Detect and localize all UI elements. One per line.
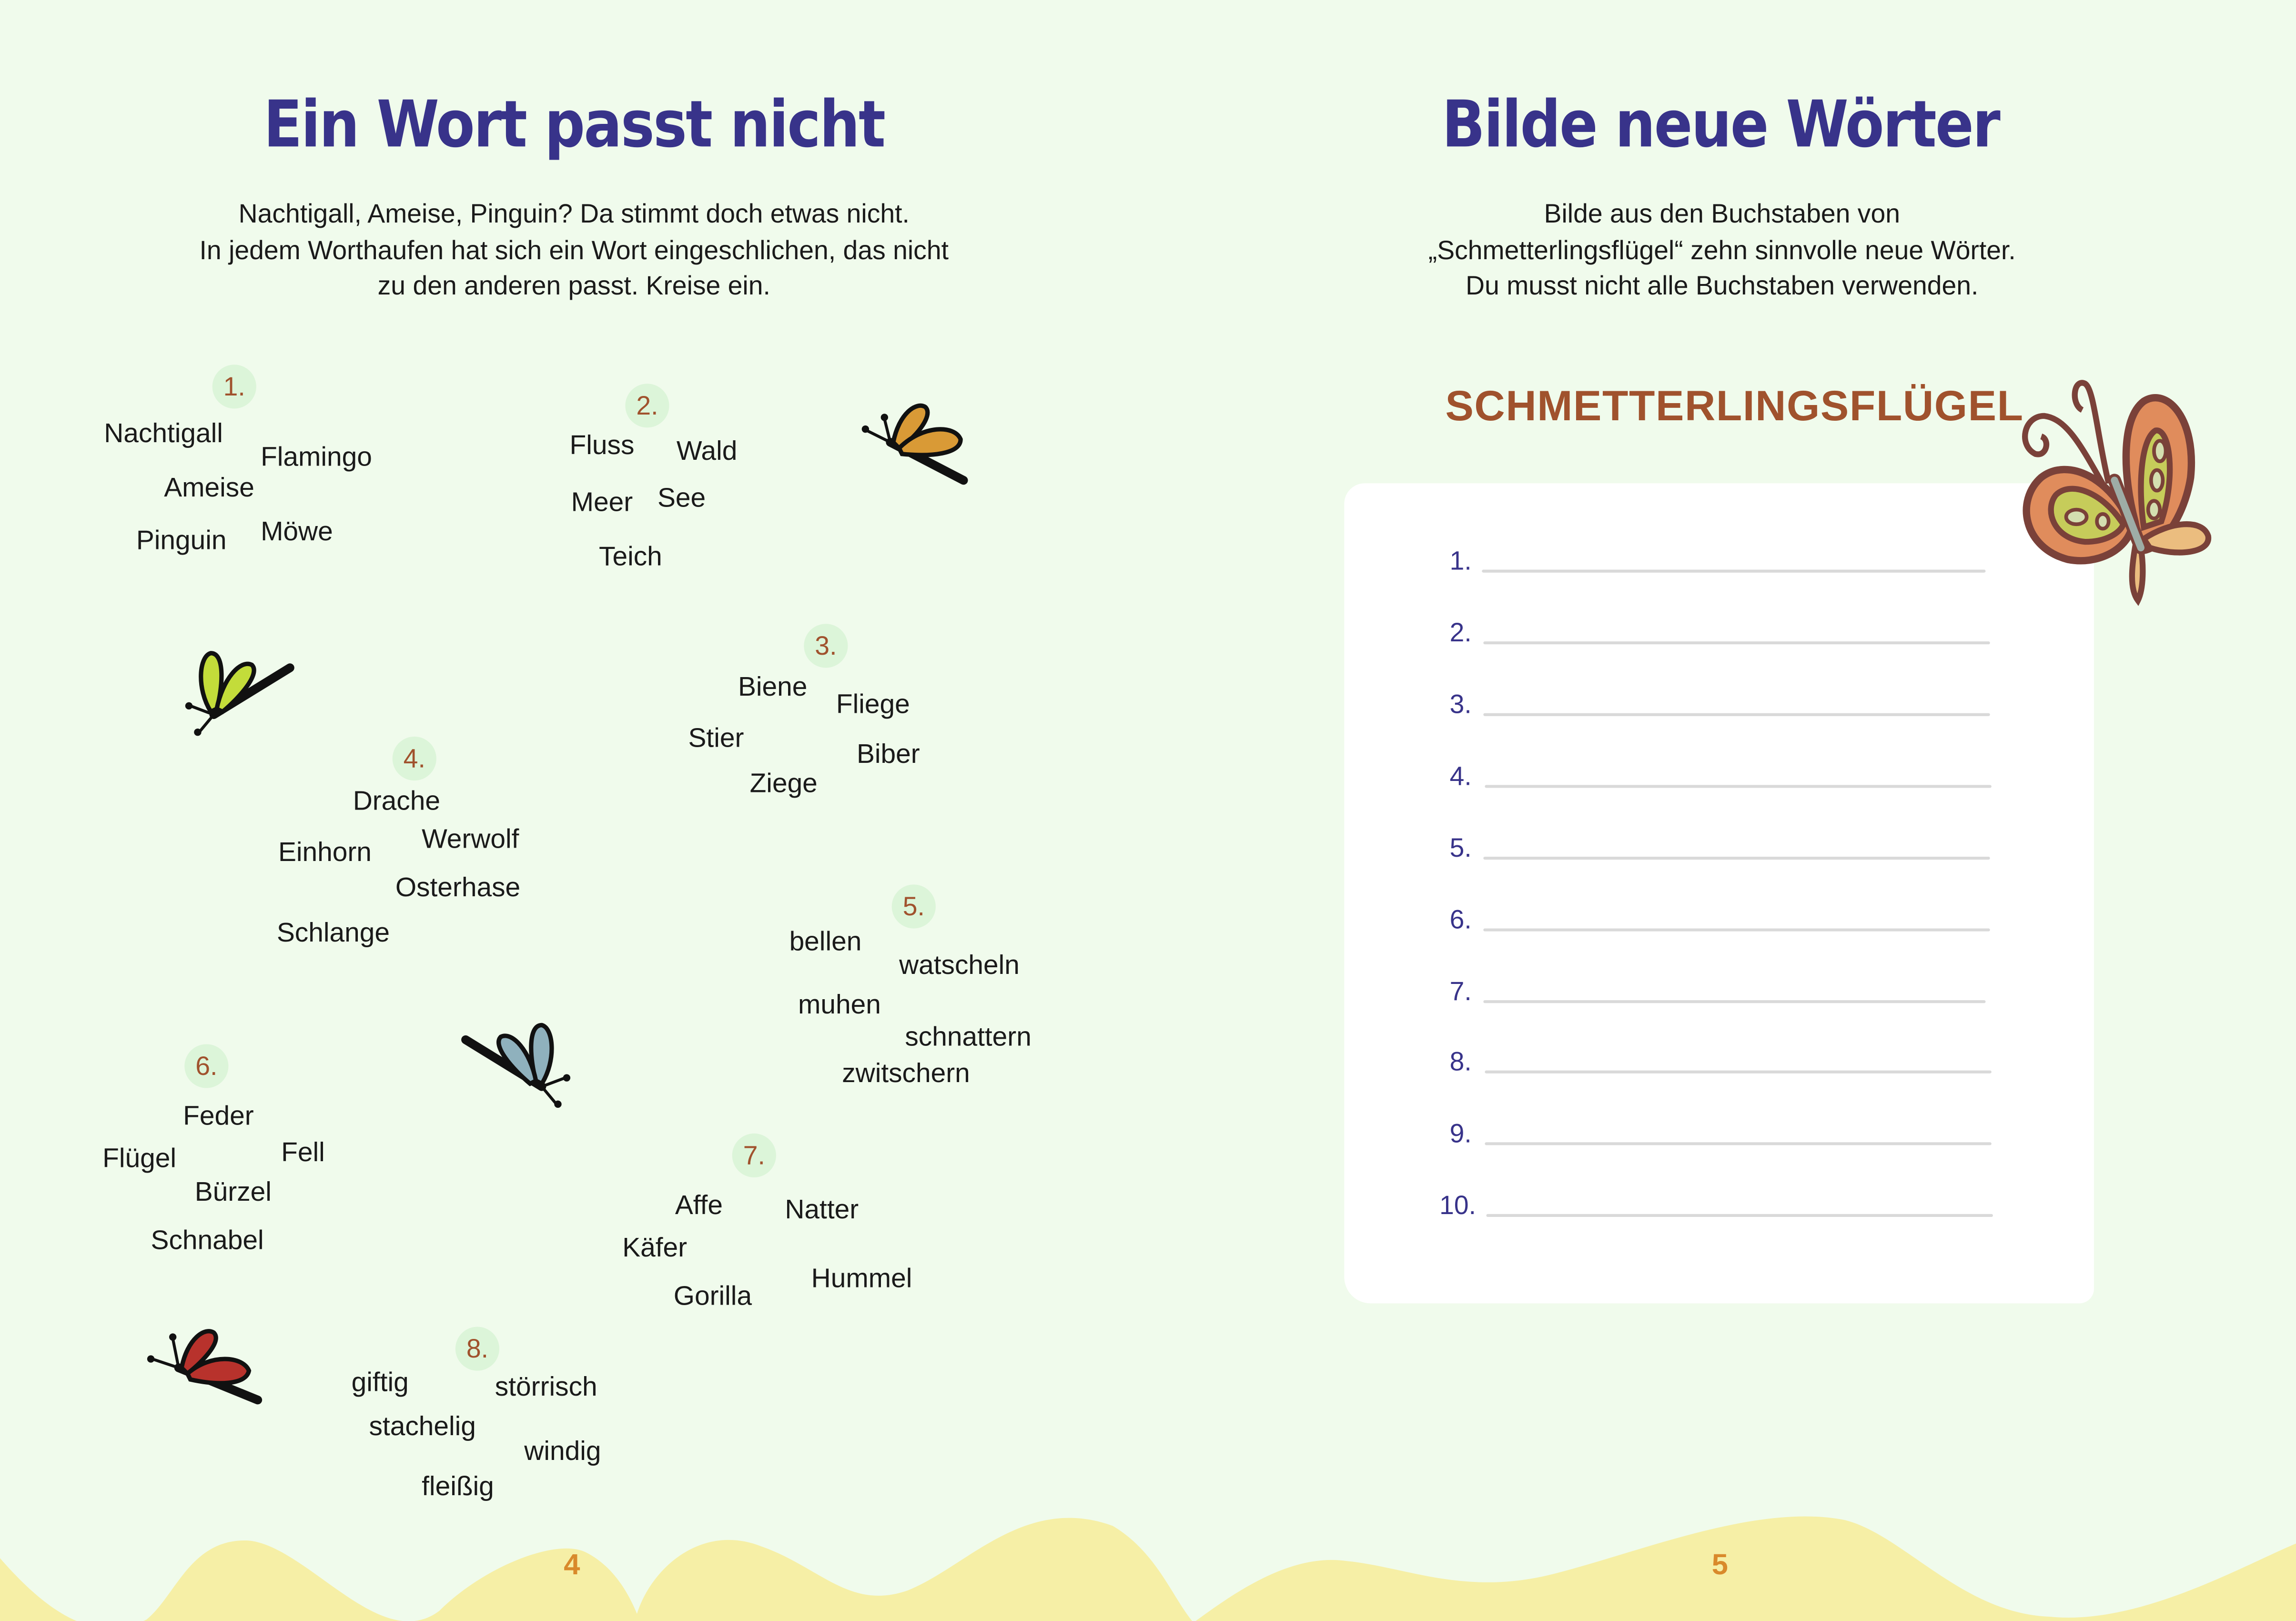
word-option[interactable]: Möwe xyxy=(261,515,333,547)
answer-line-1[interactable] xyxy=(1482,569,1986,573)
word-option[interactable]: Biene xyxy=(738,670,808,702)
source-word: SCHMETTERLINGSFLÜGEL xyxy=(1445,384,2024,431)
answer-line-9[interactable] xyxy=(1485,1142,1992,1145)
right-page-intro: Bilde aus den Buchstaben von „Schmetterl… xyxy=(1283,196,2161,304)
answer-line-8[interactable] xyxy=(1485,1070,1992,1074)
word-option[interactable]: Stier xyxy=(688,722,744,753)
group-number-8: 8. xyxy=(455,1327,500,1371)
word-option[interactable]: Ameise xyxy=(164,471,254,503)
word-option[interactable]: Hummel xyxy=(811,1262,912,1293)
word-option[interactable]: Werwolf xyxy=(422,823,519,854)
answer-line-10[interactable] xyxy=(1486,1214,1993,1217)
footer-wave xyxy=(0,1516,2296,1621)
answer-line-3[interactable] xyxy=(1483,713,1990,716)
answer-line-number: 2. xyxy=(1449,618,1472,648)
group-number-1: 1. xyxy=(212,365,256,409)
word-option[interactable]: Nachtigall xyxy=(104,417,223,448)
answer-line-number: 1. xyxy=(1449,546,1472,576)
intro-line: Du musst nicht alle Buchstaben verwenden… xyxy=(1466,271,1979,301)
right-page-title: Bilde neue Wörter xyxy=(1442,88,2000,163)
answer-line-number: 9. xyxy=(1449,1119,1472,1148)
answer-line-2[interactable] xyxy=(1483,641,1990,645)
intro-line: Nachtigall, Ameise, Pinguin? Da stimmt d… xyxy=(238,199,910,229)
word-option[interactable]: Fluss xyxy=(569,429,635,460)
word-option[interactable]: Meer xyxy=(571,486,633,517)
word-option[interactable]: Bürzel xyxy=(194,1175,272,1207)
page-number-right: 5 xyxy=(1711,1549,1728,1582)
word-option[interactable]: bellen xyxy=(789,925,862,956)
word-option[interactable]: Käfer xyxy=(622,1231,688,1263)
word-option[interactable]: giftig xyxy=(351,1366,409,1398)
word-option[interactable]: Drache xyxy=(353,785,440,816)
butterfly-icon xyxy=(2022,380,2211,606)
group-number-6: 6. xyxy=(184,1044,229,1088)
butterfly-icon xyxy=(185,651,294,736)
word-option[interactable]: Biber xyxy=(856,738,920,769)
page-number-left: 4 xyxy=(564,1549,580,1582)
word-option[interactable]: Teich xyxy=(599,540,662,571)
intro-line: „Schmetterlingsflügel“ zehn sinnvolle ne… xyxy=(1428,235,2016,264)
answer-line-4[interactable] xyxy=(1485,785,1992,788)
answer-line-number: 3. xyxy=(1449,689,1472,719)
group-number-7: 7. xyxy=(732,1133,776,1178)
intro-line: zu den anderen passt. Kreise ein. xyxy=(377,271,770,301)
word-option[interactable]: zwitschern xyxy=(842,1057,970,1088)
butterfly-icon xyxy=(461,1023,571,1108)
word-option[interactable]: See xyxy=(657,482,706,513)
intro-line: In jedem Worthaufen hat sich ein Wort ei… xyxy=(199,235,949,264)
intro-line: Bilde aus den Buchstaben von xyxy=(1544,199,1901,229)
answer-line-number: 5. xyxy=(1449,833,1472,863)
word-option[interactable]: Fliege xyxy=(836,688,910,719)
answer-line-6[interactable] xyxy=(1483,928,1990,932)
butterfly-icon xyxy=(147,1329,263,1405)
answer-line-5[interactable] xyxy=(1483,856,1990,860)
answer-line-number: 4. xyxy=(1449,761,1472,791)
word-option[interactable]: fleißig xyxy=(422,1470,494,1501)
word-option[interactable]: schnattern xyxy=(905,1021,1032,1052)
left-page-intro: Nachtigall, Ameise, Pinguin? Da stimmt d… xyxy=(88,196,1060,304)
word-option[interactable]: Wald xyxy=(676,435,738,466)
word-option[interactable]: Fell xyxy=(281,1136,325,1167)
word-option[interactable]: störrisch xyxy=(495,1370,597,1402)
group-number-3: 3. xyxy=(804,624,848,668)
word-option[interactable]: watscheln xyxy=(899,949,1020,980)
word-option[interactable]: Pinguin xyxy=(136,524,227,555)
word-option[interactable]: muhen xyxy=(798,988,881,1020)
word-option[interactable]: Gorilla xyxy=(673,1280,752,1311)
answer-line-number: 7. xyxy=(1449,976,1472,1006)
word-option[interactable]: Natter xyxy=(785,1193,859,1225)
answer-line-7[interactable] xyxy=(1483,1000,1986,1003)
word-option[interactable]: Osterhase xyxy=(395,871,521,902)
word-option[interactable]: stachelig xyxy=(369,1410,476,1441)
answer-line-number: 6. xyxy=(1449,905,1472,934)
answer-sheet xyxy=(1344,483,2094,1304)
word-option[interactable]: windig xyxy=(524,1435,601,1466)
left-page-title: Ein Wort passt nicht xyxy=(263,88,886,163)
word-option[interactable]: Flamingo xyxy=(261,441,372,472)
group-number-5: 5. xyxy=(891,884,936,929)
answer-line-number: 10. xyxy=(1439,1190,1477,1220)
word-option[interactable]: Einhorn xyxy=(278,836,372,867)
word-option[interactable]: Schlange xyxy=(276,916,390,948)
word-option[interactable]: Schnabel xyxy=(151,1224,264,1255)
group-number-2: 2. xyxy=(625,384,669,428)
word-option[interactable]: Feder xyxy=(183,1100,254,1131)
butterfly-icon xyxy=(861,403,968,485)
answer-line-number: 8. xyxy=(1449,1047,1472,1076)
group-number-4: 4. xyxy=(392,736,436,781)
word-option[interactable]: Ziege xyxy=(749,767,818,799)
word-option[interactable]: Affe xyxy=(675,1189,723,1220)
word-option[interactable]: Flügel xyxy=(102,1142,177,1173)
